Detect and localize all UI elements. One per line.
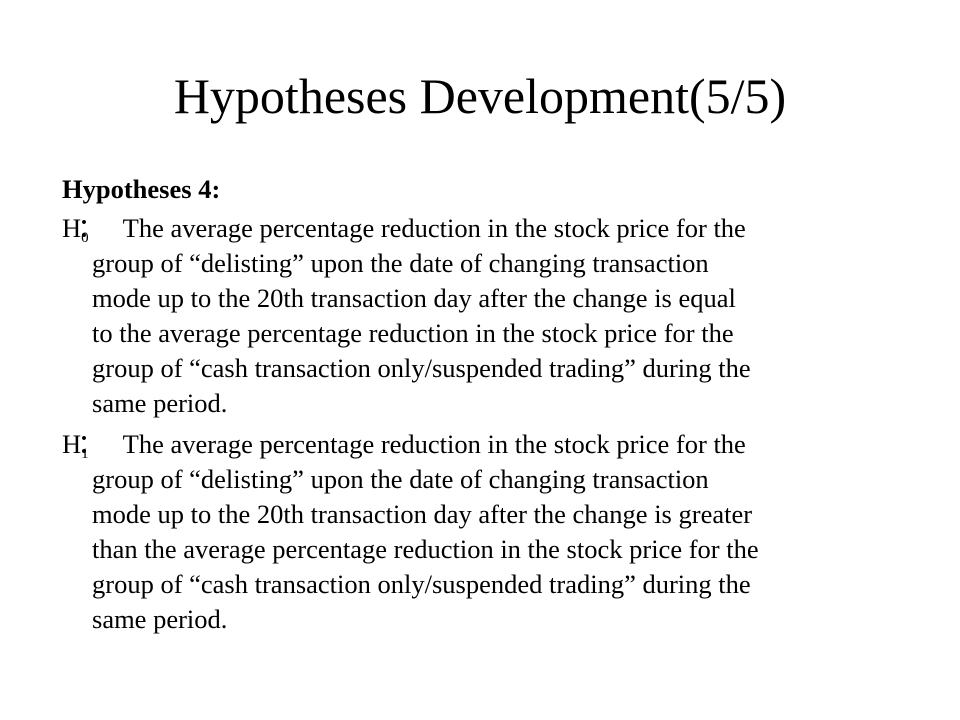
- hypothesis-symbol: H1: [62, 429, 89, 462]
- hypothesis-line: same period.: [92, 388, 228, 418]
- hypothesis-line: group of “cash transaction only/suspende…: [92, 569, 751, 599]
- hypothesis-subscript: 0: [81, 230, 89, 246]
- hypothesis-line: than the average percentage reduction in…: [92, 534, 759, 564]
- hypothesis-h0: H0： The average percentage reduction in t…: [62, 211, 922, 421]
- hypothesis-colon: ：: [77, 213, 104, 243]
- hypothesis-line: H0： The average percentage reduction in t…: [62, 213, 746, 246]
- hypothesis-symbol: H0: [62, 213, 89, 246]
- hypothesis-line: group of “delisting” upon the date of ch…: [92, 248, 709, 278]
- slide-body: Hypotheses 4: H0： The average percentage …: [62, 172, 922, 643]
- hypothesis-subscript: 1: [81, 446, 89, 462]
- hypothesis-line: group of “cash transaction only/suspende…: [92, 353, 751, 383]
- hypothesis-line: H1： The average percentage reduction in t…: [62, 429, 746, 462]
- slide-title: Hypotheses Development(5/5): [173, 68, 787, 124]
- hypothesis-line: group of “delisting” upon the date of ch…: [92, 464, 709, 494]
- hypothesis-line: mode up to the 20th transaction day afte…: [92, 499, 753, 529]
- hypothesis-colon: ：: [77, 429, 104, 459]
- hypothesis-line: mode up to the 20th transaction day afte…: [92, 283, 736, 313]
- hypothesis-h1: H1： The average percentage reduction in t…: [62, 427, 922, 637]
- hypothesis-line: to the average percentage reduction in t…: [92, 318, 734, 348]
- hypothesis-line: same period.: [92, 604, 228, 634]
- hypotheses-heading: Hypotheses 4:: [62, 174, 221, 204]
